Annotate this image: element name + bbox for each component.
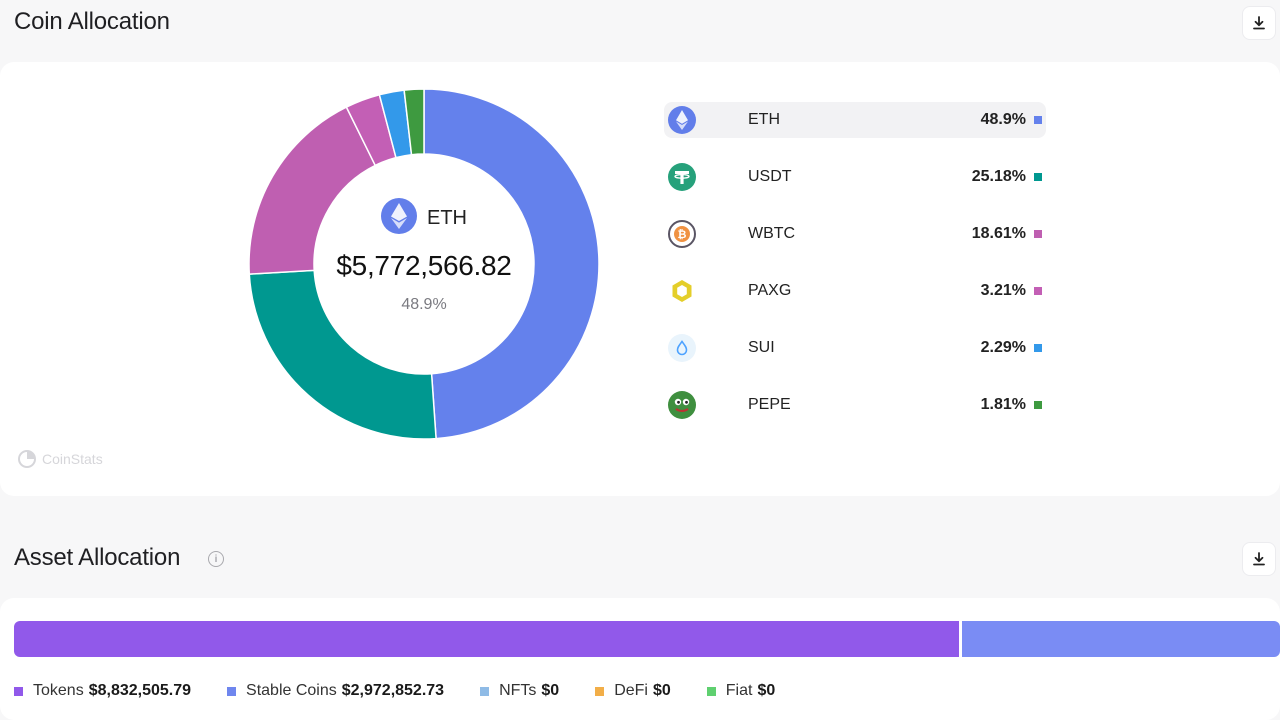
asset-legend-tokens: Tokens $8,832,505.79 [14, 682, 191, 700]
watermark-text: CoinStats [42, 451, 103, 467]
coin-allocation-title: Coin Allocation [14, 8, 170, 35]
donut-center-summary: ETH $5,772,566.82 48.9% [300, 197, 548, 314]
asset-legend-nfts: NFTs $0 [480, 682, 559, 700]
legend-swatch [1034, 401, 1042, 409]
download-icon [1253, 16, 1265, 30]
coin-allocation-card [0, 62, 1280, 496]
legend-symbol: WBTC [748, 225, 796, 242]
info-icon[interactable]: i [208, 551, 224, 567]
wbtc-icon: ₿ [668, 220, 696, 248]
asset-label: NFTs [499, 682, 537, 699]
donut-center-symbol: ETH [427, 206, 467, 229]
legend-percent: 25.18% [971, 168, 1026, 185]
legend-symbol: USDT [748, 168, 792, 185]
asset-legend: Tokens $8,832,505.79 Stable Coins $2,972… [14, 682, 811, 700]
asset-allocation-bar [14, 621, 1280, 657]
legend-percent: 48.9% [980, 111, 1026, 128]
donut-slice-pepe[interactable] [403, 88, 425, 156]
coin-allocation-download-button[interactable] [1242, 6, 1276, 40]
svg-text:₿: ₿ [678, 228, 687, 241]
legend-item-eth[interactable]: ETH 48.9% [664, 102, 1046, 138]
asset-allocation-title: Asset Allocation [14, 544, 181, 571]
asset-value: $0 [541, 682, 560, 699]
legend-percent: 3.21% [980, 282, 1026, 299]
coinstats-watermark: CoinStats [18, 450, 103, 468]
asset-swatch [595, 686, 605, 696]
legend-swatch [1034, 116, 1042, 124]
coinstats-logo-icon [18, 450, 36, 468]
asset-swatch [14, 686, 23, 696]
asset-swatch [706, 686, 716, 696]
asset-value: $0 [652, 682, 671, 699]
legend-percent: 2.29% [980, 339, 1026, 356]
legend-symbol: PAXG [748, 282, 792, 299]
asset-label: DeFi [614, 682, 648, 699]
legend-item-wbtc[interactable]: ₿ WBTC 18.61% [664, 216, 1046, 252]
paxg-icon [668, 277, 696, 305]
asset-legend-stable-coins: Stable Coins $2,972,852.73 [227, 682, 444, 700]
legend-item-usdt[interactable]: USDT 25.18% [664, 159, 1046, 195]
legend-item-pepe[interactable]: PEPE 1.81% [664, 387, 1046, 423]
asset-value: $8,832,505.79 [88, 682, 192, 699]
bar-divider [958, 621, 962, 657]
asset-swatch [227, 686, 237, 696]
coin-legend: ETH 48.9% USDT 25.18% ₿ WBTC 18.61% PAXG… [664, 102, 1046, 444]
legend-swatch [1034, 287, 1042, 295]
usdt-icon [668, 163, 696, 191]
donut-center-percent: 48.9% [401, 296, 447, 313]
bar-segment-stable-coins[interactable] [961, 621, 1280, 657]
download-icon [1253, 552, 1265, 566]
legend-item-paxg[interactable]: PAXG 3.21% [664, 273, 1046, 309]
donut-slice-eth[interactable] [423, 88, 600, 440]
sui-icon [668, 334, 696, 362]
legend-swatch [1034, 230, 1042, 238]
donut-center-value: $5,772,566.82 [336, 250, 512, 281]
asset-value: $0 [757, 682, 776, 699]
asset-allocation-card [0, 598, 1280, 720]
legend-symbol: SUI [748, 339, 775, 356]
asset-value: $2,972,852.73 [341, 682, 445, 699]
asset-legend-fiat: Fiat $0 [706, 682, 776, 700]
coin-allocation-donut-chart [248, 88, 600, 440]
asset-label: Fiat [725, 682, 753, 699]
legend-swatch [1034, 173, 1042, 181]
legend-symbol: PEPE [748, 396, 791, 413]
legend-percent: 18.61% [971, 225, 1026, 242]
eth-icon [381, 197, 417, 239]
legend-symbol: ETH [748, 111, 780, 128]
legend-item-sui[interactable]: SUI 2.29% [664, 330, 1046, 366]
asset-label: Tokens [33, 682, 84, 699]
legend-percent: 1.81% [980, 396, 1026, 413]
asset-legend-defi: DeFi $0 [595, 682, 671, 700]
eth-icon [668, 106, 696, 134]
legend-swatch [1034, 344, 1042, 352]
asset-swatch [480, 686, 490, 696]
donut-slice-usdt[interactable] [248, 269, 437, 440]
bar-segment-tokens[interactable] [14, 621, 959, 657]
asset-label: Stable Coins [246, 682, 337, 699]
pepe-icon [668, 391, 696, 419]
asset-allocation-download-button[interactable] [1242, 542, 1276, 576]
